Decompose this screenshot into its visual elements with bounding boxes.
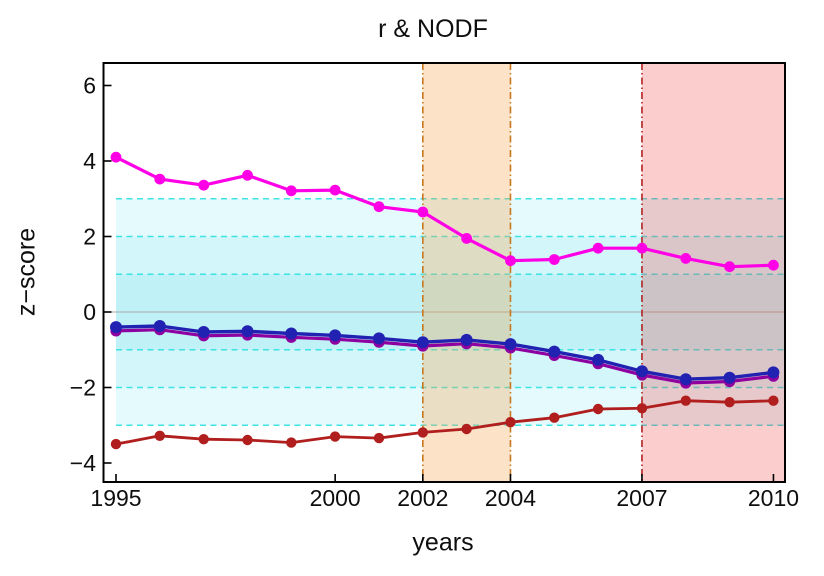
blue-line-point: [241, 325, 254, 338]
magenta-line-point: [768, 259, 779, 271]
dark-red-line-point: [505, 417, 516, 428]
dark-red-line-point: [154, 430, 165, 441]
dark-red-line-point: [461, 423, 472, 435]
magenta-line-point: [592, 242, 604, 254]
blue-line-point: [460, 333, 473, 346]
magenta-line-point: [154, 173, 166, 185]
blue-line-point: [504, 338, 517, 351]
blue-line-point: [416, 336, 429, 349]
blue-line-point: [329, 329, 342, 342]
blue-line-point: [767, 366, 780, 379]
dark-red-line-point: [768, 395, 779, 406]
x-tick-label: 1995: [90, 485, 141, 511]
magenta-line-point: [373, 201, 385, 213]
dark-red-line-point: [373, 432, 385, 444]
blue-line-point: [285, 327, 298, 340]
dark-red-line-point: [724, 397, 735, 408]
magenta-line-point: [110, 151, 122, 163]
x-tick-label: 2002: [397, 485, 448, 511]
dark-red-line-point: [636, 403, 648, 414]
dark-red-line-point: [417, 427, 428, 438]
magenta-line-point: [242, 169, 253, 181]
chart-title: r & NODF: [378, 15, 488, 43]
magenta-line-point: [198, 179, 210, 191]
y-tick-label: −4: [70, 450, 96, 476]
dark-red-line-point: [198, 434, 209, 445]
magenta-line: [114, 155, 776, 269]
blue-line-point: [636, 365, 648, 378]
dark-red-line: [114, 399, 775, 446]
dark-red-line-point: [329, 431, 341, 442]
x-tick-label: 2007: [616, 485, 667, 511]
x-axis-label: years: [412, 528, 474, 557]
y-tick-label: 6: [83, 72, 96, 98]
y-tick-label: 0: [83, 299, 96, 325]
magenta-line-point: [548, 254, 560, 265]
purple-line: [114, 328, 776, 385]
blue-line: [114, 324, 776, 381]
x-tick-label: 2004: [485, 485, 536, 511]
dark-red-line-point: [242, 434, 253, 446]
dark-red-line-point: [680, 395, 691, 406]
blue-line-point: [723, 371, 736, 384]
y-axis-label: z−score: [12, 227, 41, 317]
blue-line-point: [548, 345, 561, 358]
magenta-line-point: [680, 253, 692, 264]
x-tick-label: 2000: [310, 485, 361, 511]
magenta-line-point: [329, 184, 341, 196]
blue-line-point: [110, 321, 122, 334]
dark-red-line-point: [110, 438, 122, 450]
blue-line-point: [373, 332, 385, 345]
y-tick-label: −2: [70, 374, 96, 400]
blue-line-point: [679, 373, 692, 386]
plot-frame: [102, 62, 786, 483]
magenta-line-point: [461, 233, 472, 244]
x-tick-label: 2010: [748, 485, 799, 511]
y-tick-label: 2: [83, 223, 96, 249]
y-tick-label: 4: [83, 148, 96, 174]
blue-line-point: [197, 326, 210, 338]
blue-line-point: [153, 320, 166, 332]
dark-red-line-point: [549, 412, 560, 423]
magenta-line-point: [724, 261, 735, 273]
magenta-line-point: [636, 242, 648, 254]
dark-red-line-point: [592, 403, 604, 415]
magenta-line-point: [505, 255, 516, 267]
magenta-line-point: [285, 185, 297, 197]
magenta-line-point: [417, 206, 429, 218]
dark-red-line-point: [286, 437, 297, 448]
blue-line-point: [592, 353, 605, 366]
